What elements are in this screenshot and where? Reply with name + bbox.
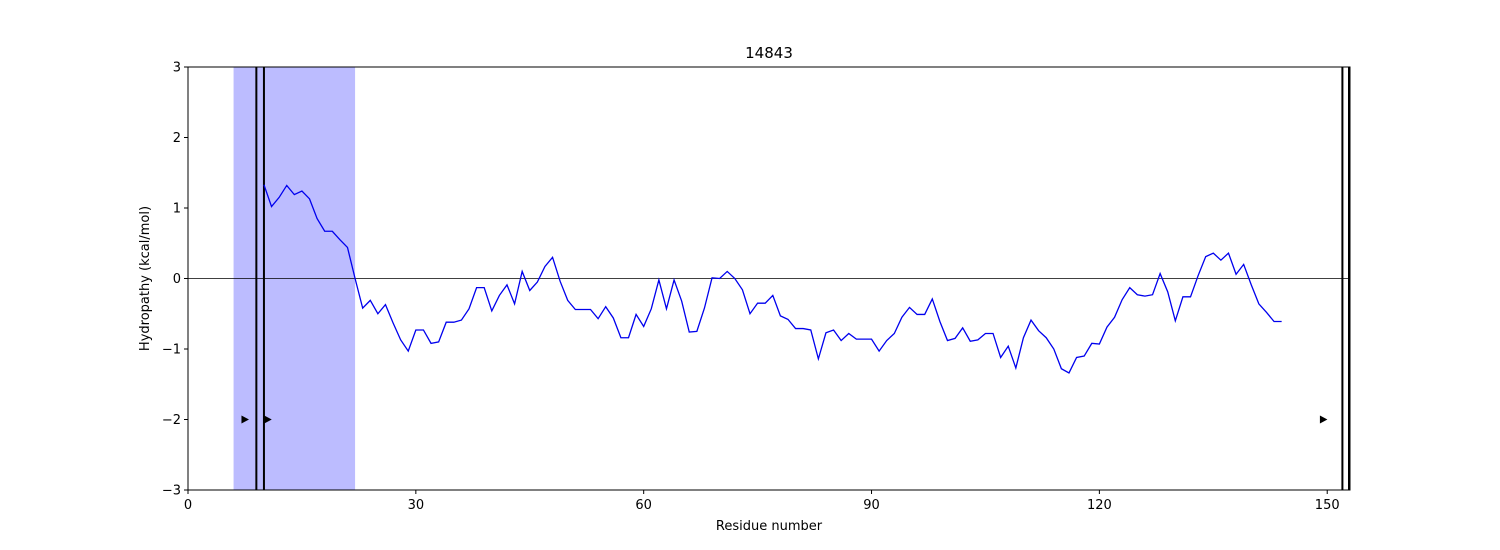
x-tick-label: 60 bbox=[635, 498, 652, 513]
y-tick-label: −2 bbox=[162, 413, 181, 428]
y-axis-label: Hydropathy (kcal/mol) bbox=[138, 206, 153, 351]
x-tick-label: 150 bbox=[1315, 498, 1340, 513]
x-tick-label: 30 bbox=[408, 498, 425, 513]
y-tick-label: −3 bbox=[162, 484, 181, 499]
y-tick-label: 3 bbox=[173, 61, 181, 76]
x-axis-label: Residue number bbox=[716, 519, 823, 534]
hydropathy-series-line bbox=[263, 184, 1282, 374]
y-tick-label: 0 bbox=[173, 272, 181, 287]
y-tick-label: 1 bbox=[173, 202, 181, 217]
y-tick-label: −1 bbox=[162, 343, 181, 358]
chart-title: 14843 bbox=[745, 44, 793, 62]
x-tick-label: 0 bbox=[184, 498, 192, 513]
triangle-marker bbox=[1319, 415, 1328, 424]
x-tick-label: 120 bbox=[1087, 498, 1112, 513]
triangle-marker bbox=[241, 415, 249, 424]
triangle-marker bbox=[264, 415, 272, 424]
y-tick-label: 2 bbox=[173, 131, 181, 146]
x-tick-label: 90 bbox=[863, 498, 880, 513]
